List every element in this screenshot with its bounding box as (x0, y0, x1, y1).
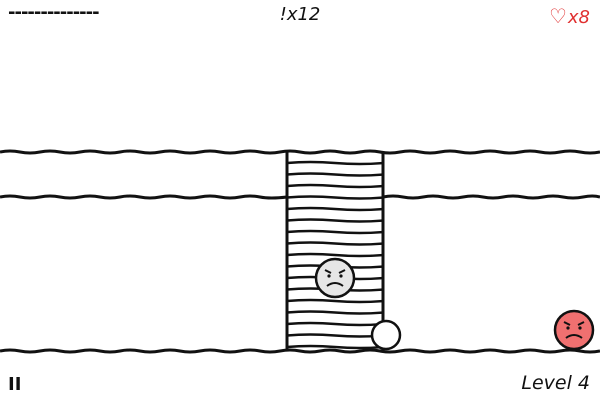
ladder-rung (286, 160, 384, 166)
lives-indicator: ♡x8 (549, 4, 590, 28)
ladder-rung (286, 344, 384, 350)
ladder-rung (286, 241, 384, 246)
progress-dashes: -------------- (8, 2, 100, 23)
ladder-rung (286, 310, 384, 315)
ladder-rung (286, 206, 384, 212)
ladder-rung (286, 218, 384, 223)
platform-middle-left-line (0, 194, 288, 200)
collect-counter: !x12 (279, 4, 321, 25)
ladder-rung (286, 172, 384, 177)
platform-middle-right-line (382, 194, 600, 200)
enemy-gray-face (314, 257, 356, 299)
ground-line (0, 348, 600, 354)
pause-button[interactable]: II (8, 374, 21, 395)
pause-icon: II (8, 374, 22, 395)
level-label: Level 4 (521, 372, 590, 394)
ladder (285, 152, 385, 351)
ladder-rung (286, 298, 384, 304)
ladder-rung (286, 183, 384, 189)
platform-upper-line (0, 149, 600, 155)
ladder-rung (286, 195, 384, 200)
ladder-rung (286, 321, 384, 327)
ladder-rungs (286, 160, 384, 350)
lives-count: x8 (567, 7, 590, 28)
player-ball (370, 319, 402, 351)
ladder-rung (286, 229, 384, 235)
ladder-rung (286, 252, 384, 258)
ladder-rung (286, 333, 384, 338)
enemy-red-face (553, 309, 595, 351)
heart-icon: ♡ (548, 4, 567, 28)
